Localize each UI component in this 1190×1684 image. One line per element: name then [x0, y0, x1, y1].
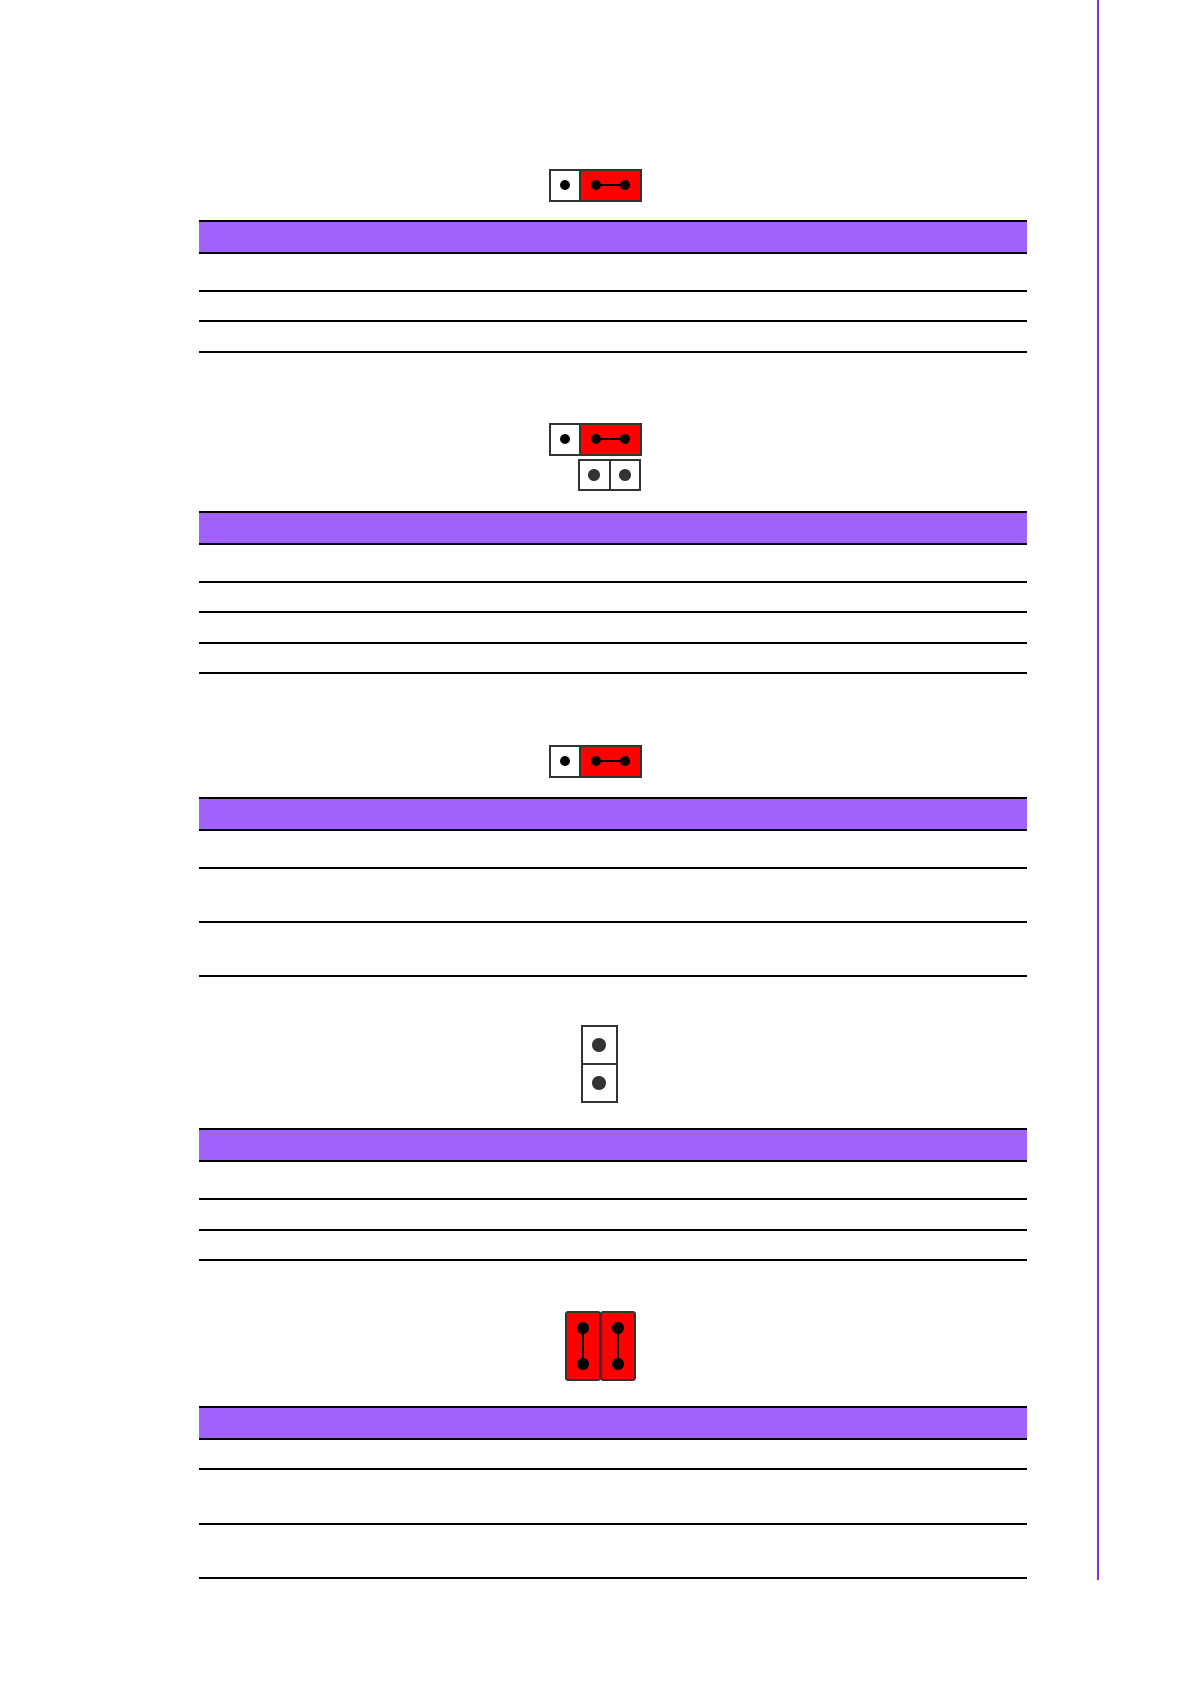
jumper-3pin-horizontal-icon [549, 745, 642, 778]
jumper-table-4 [199, 1128, 1027, 1261]
table-row [199, 1200, 1027, 1231]
table-row [199, 831, 1027, 869]
jumper-table-3 [199, 797, 1027, 977]
table-row [199, 1525, 1027, 1579]
table-row [199, 613, 1027, 644]
jumper-2x2-closed-icon [565, 1311, 636, 1381]
table-row [199, 869, 1027, 923]
table-header [199, 797, 1027, 831]
table-row [199, 923, 1027, 977]
table-header [199, 220, 1027, 254]
jumper-2pin-vertical-open-icon [581, 1025, 618, 1103]
table-row [199, 322, 1027, 353]
table-row [199, 1231, 1027, 1261]
table-row [199, 545, 1027, 583]
table-row [199, 292, 1027, 322]
table-header [199, 1406, 1027, 1440]
jumper-3pin-horizontal-icon [549, 169, 642, 202]
table-row [199, 254, 1027, 292]
table-row [199, 1470, 1027, 1525]
table-row [199, 583, 1027, 613]
table-row [199, 644, 1027, 674]
table-row [199, 1162, 1027, 1200]
jumper-table-5 [199, 1406, 1027, 1579]
margin-rule [1097, 0, 1099, 1580]
jumper-table-2 [199, 511, 1027, 674]
table-header [199, 511, 1027, 545]
table-row [199, 1440, 1027, 1470]
table-header [199, 1128, 1027, 1162]
jumper-table-1 [199, 220, 1027, 353]
jumper-3pin-plus-2pin-icon [549, 423, 642, 491]
